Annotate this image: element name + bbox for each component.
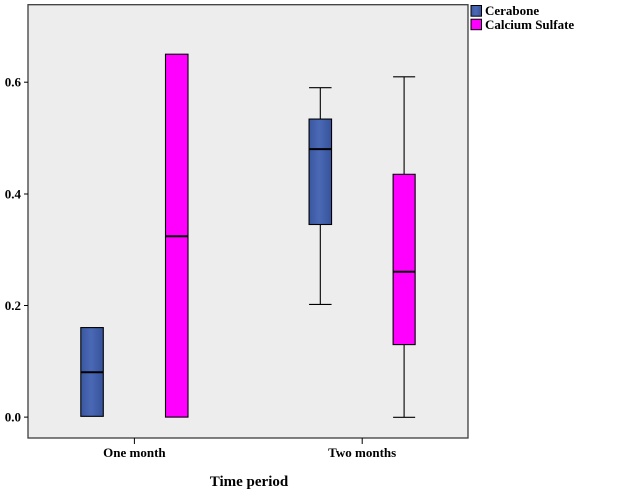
svg-text:One month: One month: [103, 445, 166, 460]
svg-text:0.4: 0.4: [5, 186, 22, 201]
svg-text:Two months: Two months: [328, 445, 396, 460]
svg-text:0.2: 0.2: [5, 298, 21, 313]
svg-text:Time period: Time period: [210, 474, 289, 490]
svg-text:0.0: 0.0: [5, 410, 21, 425]
svg-text:0.6: 0.6: [5, 75, 22, 90]
svg-text:Calcium Sulfate: Calcium Sulfate: [485, 17, 574, 32]
